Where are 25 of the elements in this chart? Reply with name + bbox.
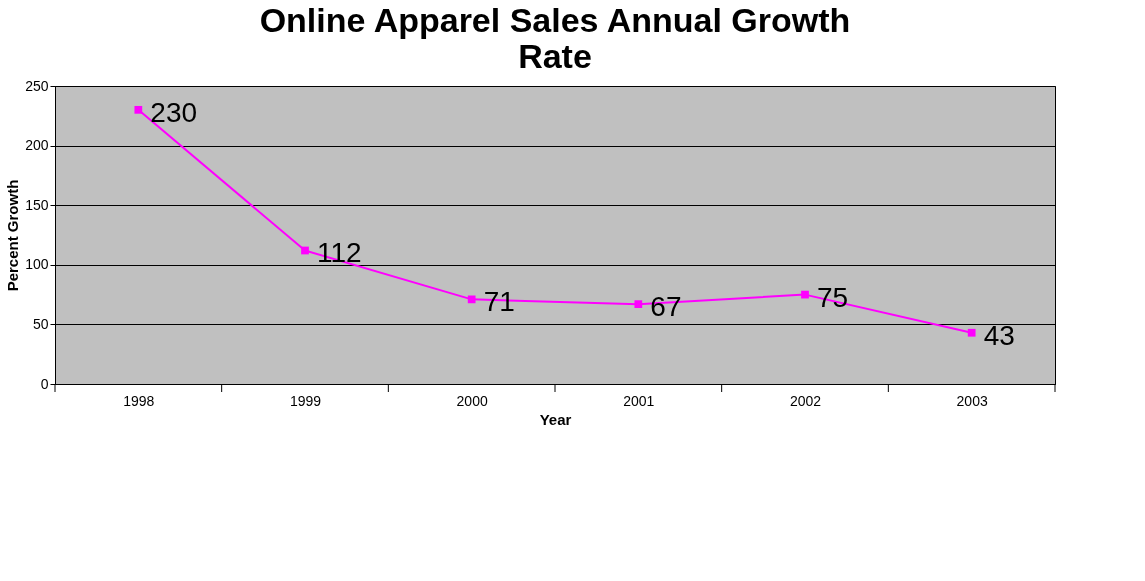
y-tick-label: 50 [32,315,49,332]
data-label: 112 [317,237,362,269]
point [301,246,309,255]
x-axis-title: Year [539,410,572,428]
point [134,105,143,114]
x-tick-label: 2002 [789,392,822,409]
y-tick-label: 200 [25,137,49,154]
y-tick-label: 0 [40,375,49,392]
x-tick-label: 1998 [123,392,155,409]
x-tick-label: 2000 [456,392,488,409]
text: Rate [518,37,592,75]
data-label: 230 [150,96,198,128]
point [967,328,976,337]
y-tick-label: 150 [25,196,49,213]
x-tick-label: 2003 [956,392,988,409]
y-tick-label: 250 [25,77,49,94]
point [634,300,643,309]
y-tick-label: 100 [25,256,49,273]
data-label: 43 [983,319,1015,351]
point [801,290,809,299]
text: Online Apparel Sales Annual Growth [259,1,851,39]
x-tick-label: 2001 [623,392,655,409]
y-axis-title: Percent Growth [4,179,22,292]
point [467,295,476,304]
x-tick-label: 1999 [289,392,322,409]
